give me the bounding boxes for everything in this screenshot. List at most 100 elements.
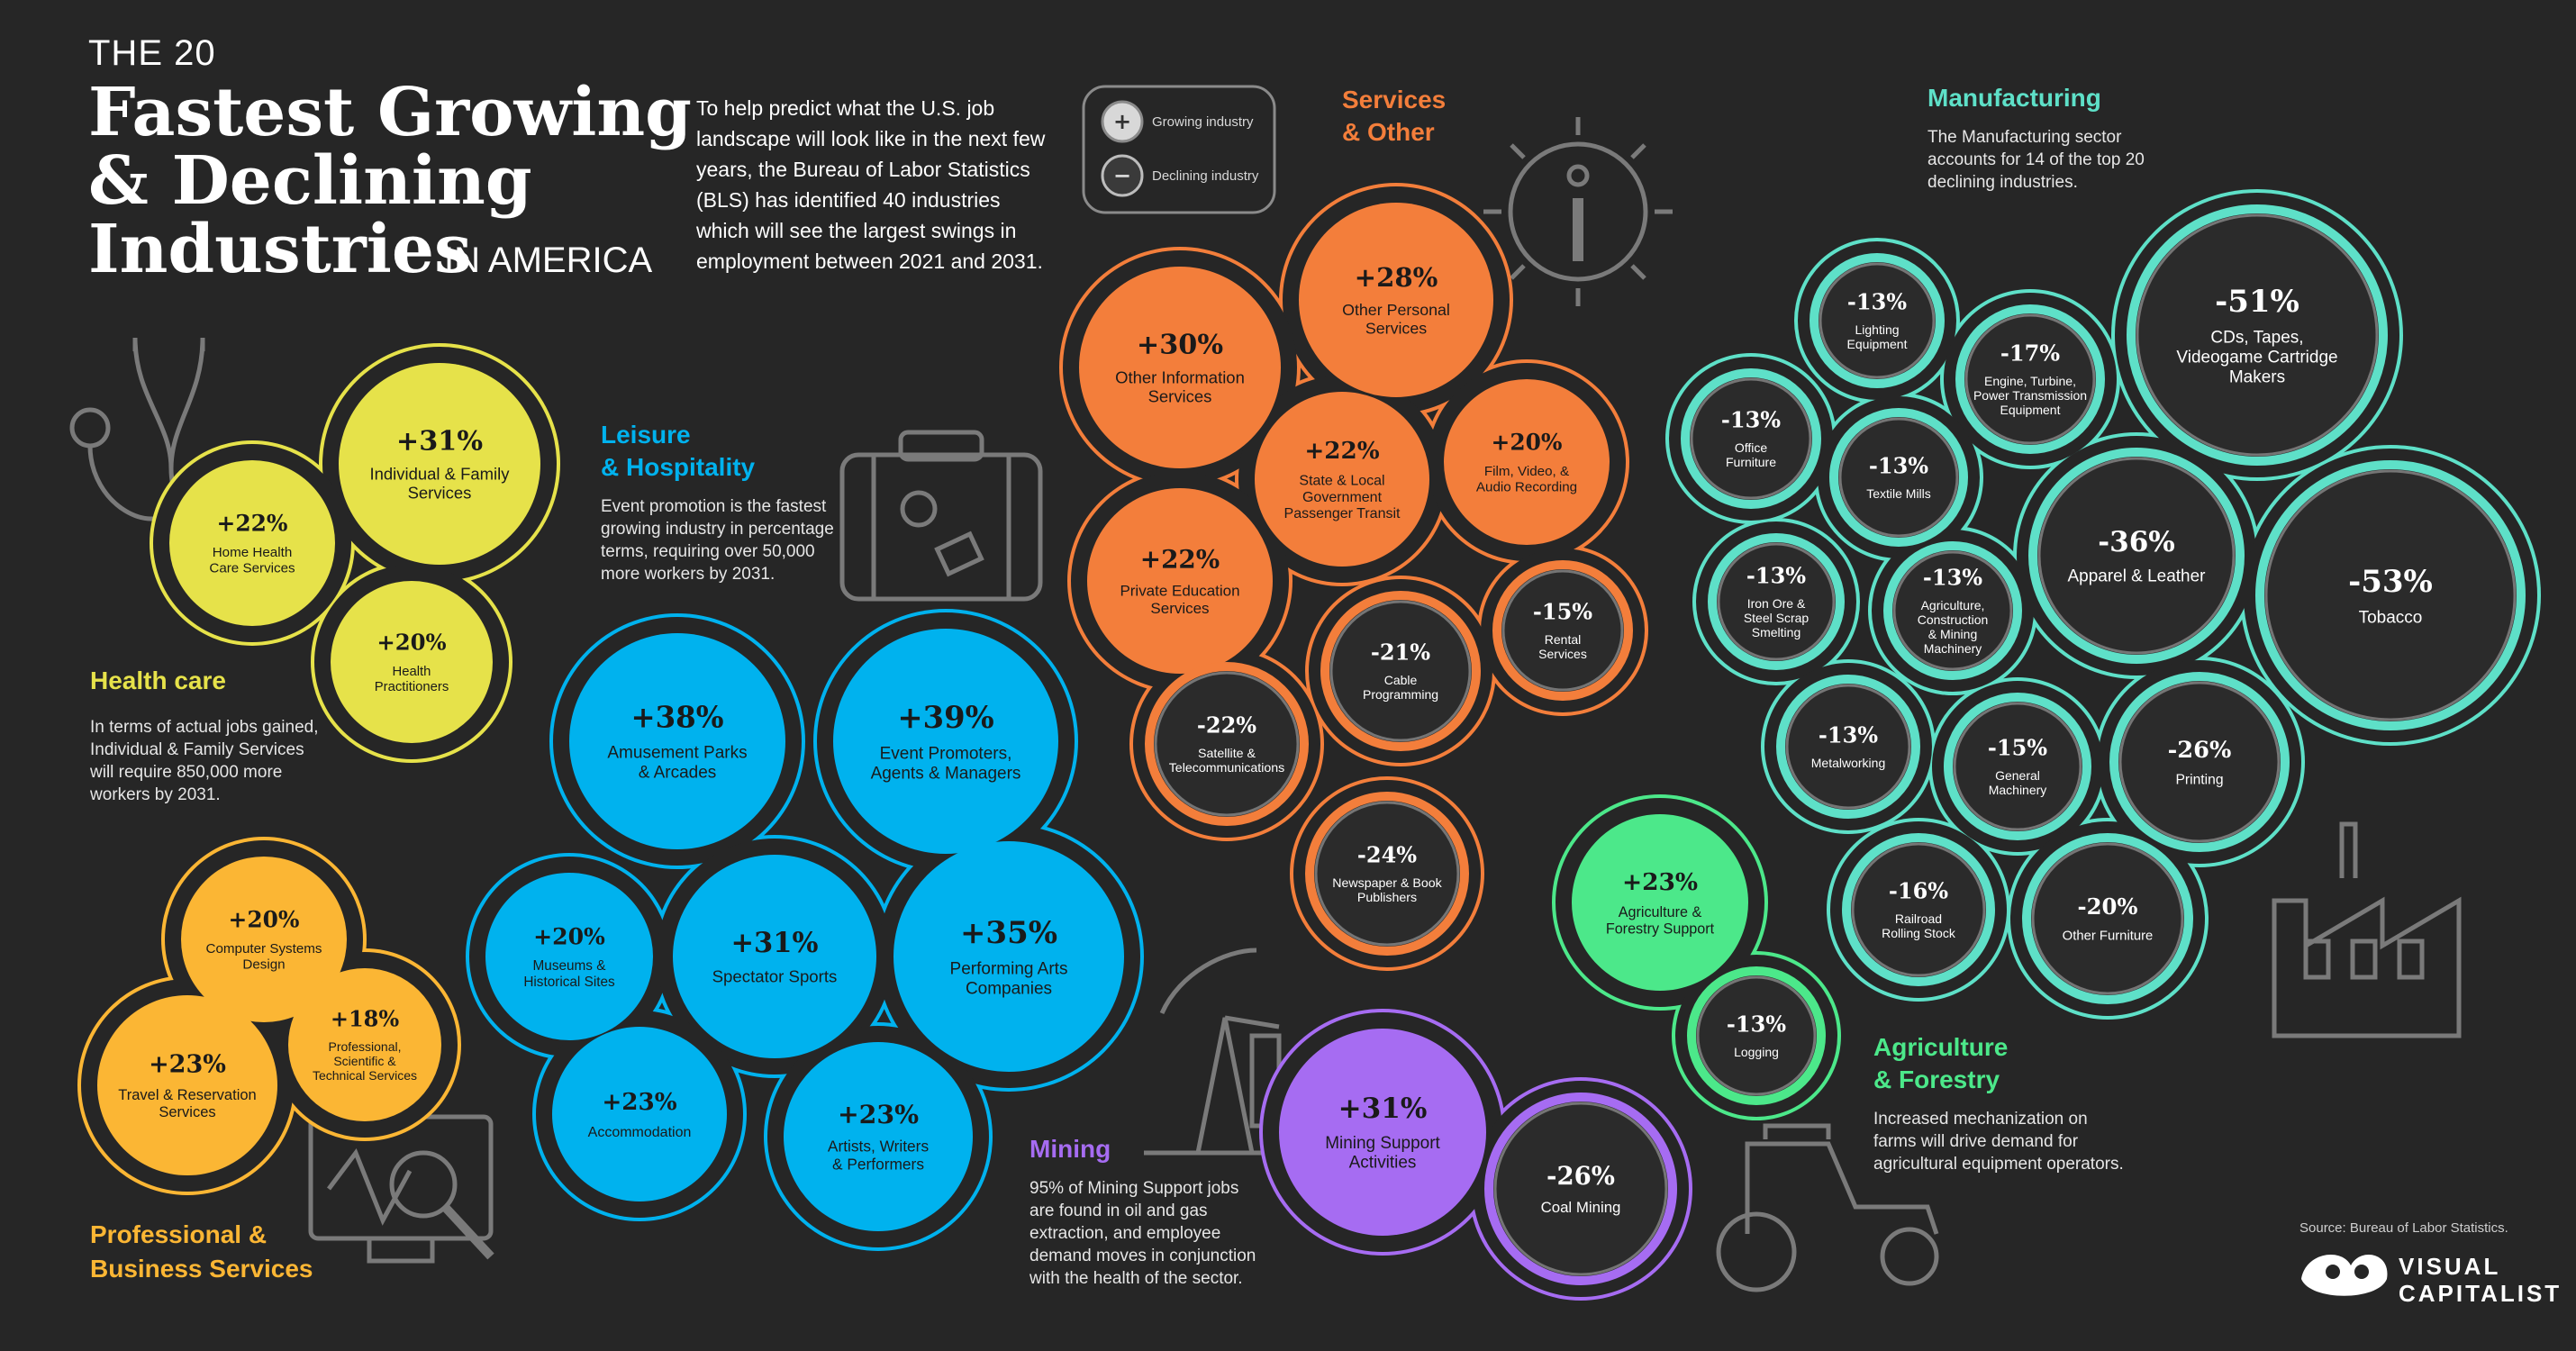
bubble-mining: -26% Coal Mining <box>1484 1093 1677 1285</box>
group-agriculture: +23% Agriculture &Forestry Support -13% Log… <box>1552 794 1841 1120</box>
bubble-value: +20% <box>229 906 300 932</box>
section-description: farms will drive demand for <box>1873 1132 2079 1151</box>
bubble-manufacturing: -13% Textile Mills <box>1829 408 1968 547</box>
section-description: agricultural equipment operators. <box>1873 1155 2124 1174</box>
bubble-label: Audio Recording <box>1476 479 1577 494</box>
section-description: accounts for 14 of the top 20 <box>1927 150 2145 169</box>
bubble-leisure: +23% Accommodation <box>552 1027 727 1201</box>
legend-box <box>1082 85 1276 214</box>
bubble-label: Power Transmission <box>1973 388 2087 403</box>
bubble-inner-ring <box>2031 842 2184 995</box>
bubble-label: General <box>1995 768 2040 783</box>
visual-capitalist-logo-icon <box>2301 1255 2388 1296</box>
bubble-value: +23% <box>149 1051 226 1079</box>
bubble-label: Forestry Support <box>1606 920 1715 937</box>
bubble-label: & Arcades <box>639 763 717 782</box>
bubble-label: Agriculture & <box>1619 904 1702 920</box>
section-title: Health care <box>90 666 226 694</box>
bubble-inner-ring <box>1953 702 2082 831</box>
declining-bubble <box>2109 672 2290 852</box>
brand-line-2: CAPITALIST <box>2399 1280 2562 1307</box>
bubble-label: Tobacco <box>2359 609 2423 628</box>
bubble-value: -36% <box>2098 526 2175 558</box>
bubble-label: Office <box>1735 440 1768 455</box>
bubble-value: +30% <box>1137 329 1223 360</box>
section-leisure: Leisure & Hospitality Event promotion is t… <box>601 421 834 584</box>
growing-bubble <box>339 363 540 565</box>
declining-bubble <box>1484 1093 1677 1285</box>
bubble-value: -24% <box>1357 841 1417 867</box>
section-description: Individual & Family Services <box>90 740 304 759</box>
section-title: Professional & <box>90 1220 267 1248</box>
section-title: Mining <box>1029 1135 1111 1163</box>
bubble-manufacturing: -53% Tobacco <box>2255 460 2526 730</box>
declining-bubble <box>1492 560 1633 701</box>
bubble-agriculture: -13% Logging <box>1687 966 1826 1105</box>
declining-bubble <box>2255 460 2526 730</box>
bubble-label: & Performers <box>832 1156 924 1174</box>
bubble-inner-ring <box>1717 542 1836 661</box>
bubble-label: Professional, <box>328 1039 401 1054</box>
bubble-inner-ring <box>1696 975 1817 1096</box>
growing-bubble <box>97 995 277 1175</box>
bubble-professional: +18% Professional,Scientific &Technical S… <box>288 968 441 1121</box>
growing-bubble <box>552 1027 727 1201</box>
bubble-value: -21% <box>1371 639 1430 666</box>
bubble-value: -17% <box>2000 340 2060 367</box>
growing-legend-symbol: + <box>1113 109 1131 134</box>
section-services: Services & Other <box>1342 86 1446 146</box>
bubble-manufacturing: -26% Printing <box>2109 672 2290 852</box>
declining-bubble <box>1687 966 1826 1105</box>
bubble-label: Passenger Transit <box>1284 506 1401 521</box>
bubble-label: Individual & Family <box>370 464 511 483</box>
bubble-label: Historical Sites <box>523 975 615 990</box>
source-note: Source: Bureau of Labor Statistics. <box>2299 1220 2508 1236</box>
title-line-3: & Declining <box>88 142 532 220</box>
declining-bubble <box>1320 591 1481 751</box>
bubble-value: -26% <box>1547 1162 1615 1191</box>
bubble-value: +35% <box>960 915 1057 951</box>
section-description: 95% of Mining Support jobs <box>1029 1179 1238 1198</box>
bubble-leisure: +23% Artists, Writers& Performers <box>784 1042 973 1231</box>
title-line-2: Fastest Growing <box>88 74 692 151</box>
bubble-services: +20% Film, Video, &Audio Recording <box>1444 379 1610 545</box>
oil-pump-icon <box>1144 948 1315 1156</box>
growing-bubble <box>288 968 441 1121</box>
bubble-label: Travel & Reservation <box>118 1087 256 1103</box>
bubble-value: -16% <box>1889 878 1948 904</box>
growing-bubble <box>1279 1029 1486 1236</box>
bubble-label: Videogame Cartridge <box>2176 349 2337 367</box>
section-description: The Manufacturing sector <box>1927 128 2122 147</box>
bubble-label: Services <box>1148 387 1212 406</box>
bubble-label: Services <box>1538 647 1587 661</box>
section-description: In terms of actual jobs gained, <box>90 718 318 737</box>
bubble-label: Rental <box>1545 632 1581 647</box>
bubble-label: Event Promoters, <box>880 744 1012 763</box>
bubble-inner-ring <box>1314 801 1460 947</box>
bubble-label: Other Furniture <box>2063 929 2154 943</box>
bubble-leisure: +20% Museums &Historical Sites <box>485 873 653 1040</box>
bubble-label: Performing Arts <box>950 960 1068 979</box>
section-description: terms, requiring over 50,000 <box>601 542 815 561</box>
bubble-label: Private Education <box>1120 582 1239 599</box>
bubble-label: Printing <box>2175 772 2223 787</box>
bubble-inner-ring <box>1892 550 2013 671</box>
growing-bubble <box>673 855 876 1058</box>
declining-bubble <box>1842 833 1995 986</box>
bubble-label: Design <box>242 957 285 972</box>
section-description: demand moves in conjunction <box>1029 1247 1256 1265</box>
section-labels: Health care In terms of actual jobs gaine… <box>89 84 2145 1288</box>
intro-line: employment between 2021 and 2031. <box>696 249 1043 273</box>
tractor-icon <box>1716 1123 1939 1292</box>
section-description: extraction, and employee <box>1029 1224 1220 1243</box>
bubble-leisure: +31% Spectator Sports <box>673 855 876 1058</box>
declining-bubble <box>2127 204 2388 466</box>
